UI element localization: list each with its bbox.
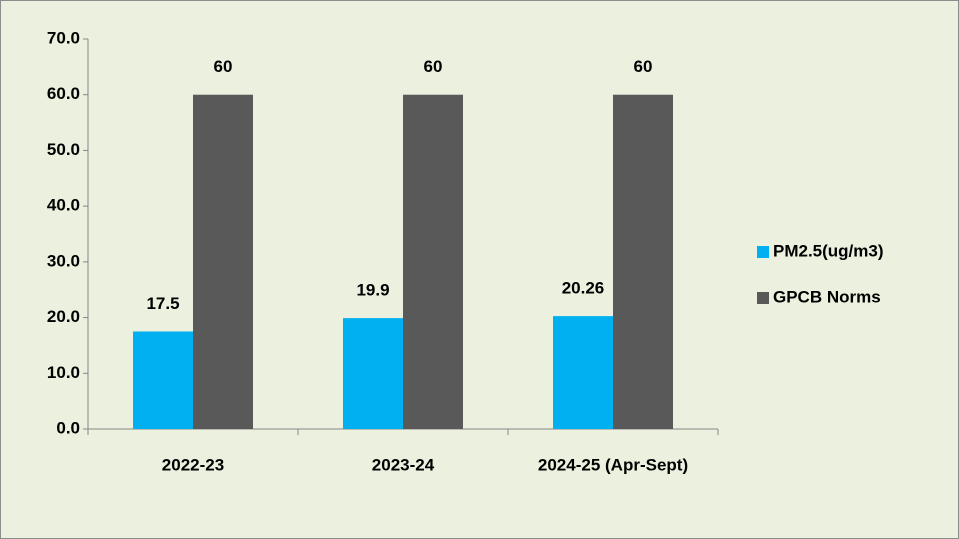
legend-swatch — [757, 292, 769, 304]
legend-swatch — [757, 246, 769, 258]
legend-label: GPCB Norms — [773, 287, 881, 306]
x-tick-label: 2023-24 — [372, 455, 435, 474]
bar — [193, 94, 253, 429]
bar — [403, 94, 463, 429]
bar — [553, 316, 613, 429]
y-tick-label: 60.0 — [47, 84, 80, 103]
y-tick-label: 50.0 — [47, 140, 80, 159]
y-tick-label: 70.0 — [47, 28, 80, 47]
y-tick-label: 0.0 — [56, 418, 80, 437]
y-tick-label: 10.0 — [47, 363, 80, 382]
y-tick-label: 20.0 — [47, 307, 80, 326]
data-label: 60 — [214, 57, 233, 76]
x-tick-label: 2022-23 — [162, 455, 224, 474]
bar — [613, 94, 673, 429]
data-label: 60 — [424, 57, 443, 76]
data-label: 20.26 — [562, 279, 605, 298]
x-tick-label: 2024-25 (Apr-Sept) — [538, 455, 688, 474]
data-label: 60 — [634, 57, 653, 76]
data-label: 19.9 — [356, 281, 389, 300]
y-tick-label: 40.0 — [47, 196, 80, 215]
legend-label: PM2.5(ug/m3) — [773, 241, 884, 260]
data-label: 17.5 — [146, 294, 179, 313]
y-tick-label: 30.0 — [47, 251, 80, 270]
bar — [343, 318, 403, 429]
bar — [133, 331, 193, 429]
